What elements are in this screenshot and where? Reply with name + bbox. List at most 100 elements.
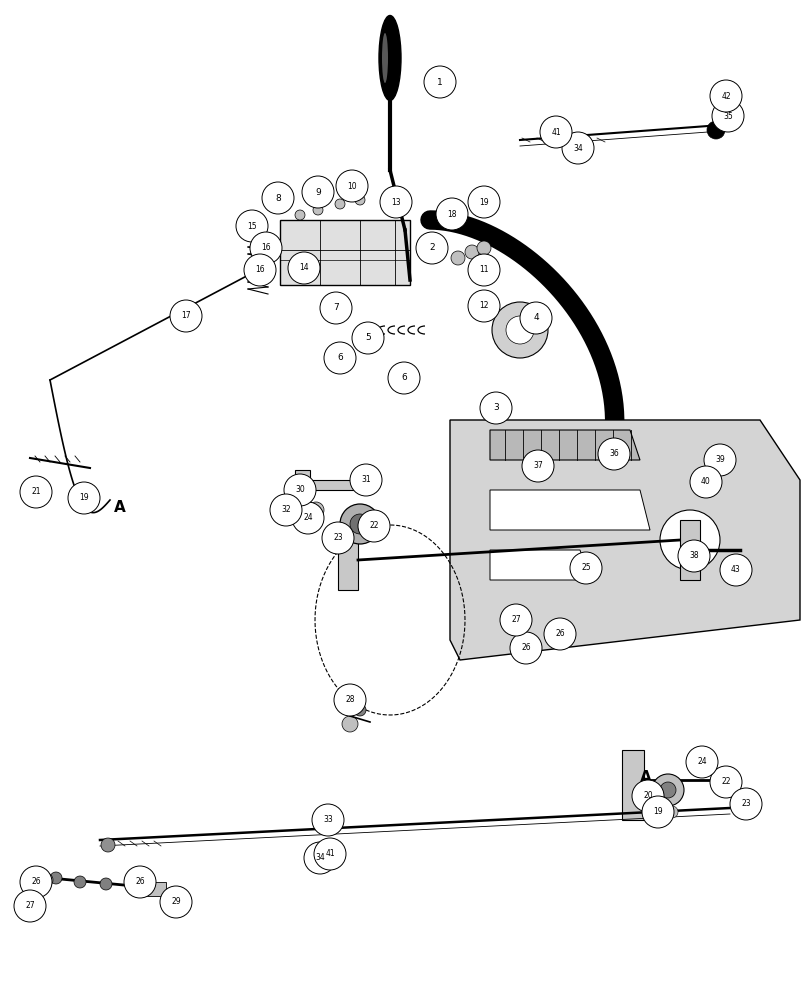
Circle shape	[333, 684, 366, 716]
Circle shape	[350, 464, 381, 496]
Circle shape	[39, 873, 53, 887]
Circle shape	[358, 510, 389, 542]
Circle shape	[642, 796, 673, 828]
Text: 40: 40	[700, 478, 710, 487]
Circle shape	[312, 205, 323, 215]
Text: 18: 18	[447, 210, 456, 219]
Circle shape	[500, 604, 531, 636]
Polygon shape	[489, 430, 639, 460]
Circle shape	[288, 252, 320, 284]
Circle shape	[324, 342, 355, 374]
Circle shape	[68, 482, 100, 514]
Polygon shape	[337, 530, 358, 590]
Circle shape	[543, 618, 575, 650]
Circle shape	[50, 872, 62, 884]
Text: 24: 24	[303, 514, 312, 522]
Text: 41: 41	[551, 128, 560, 137]
Polygon shape	[449, 420, 799, 660]
Circle shape	[659, 782, 676, 798]
Circle shape	[28, 874, 40, 886]
Circle shape	[14, 890, 46, 922]
Circle shape	[519, 302, 551, 334]
Circle shape	[505, 316, 534, 344]
Text: 23: 23	[333, 534, 342, 542]
Circle shape	[569, 552, 601, 584]
Text: 6: 6	[337, 354, 342, 362]
Text: 23: 23	[740, 799, 750, 808]
Text: 35: 35	[723, 112, 732, 121]
Circle shape	[292, 502, 324, 534]
Circle shape	[561, 132, 594, 164]
Ellipse shape	[381, 33, 388, 83]
Circle shape	[706, 121, 724, 139]
Text: 32: 32	[281, 506, 290, 514]
Text: 13: 13	[391, 198, 401, 207]
Circle shape	[631, 780, 663, 812]
Text: 33: 33	[323, 815, 333, 824]
Circle shape	[250, 232, 281, 264]
Circle shape	[350, 514, 370, 534]
Text: 9: 9	[315, 188, 320, 197]
Text: 5: 5	[365, 334, 371, 342]
Circle shape	[341, 716, 358, 732]
Circle shape	[665, 806, 677, 818]
Circle shape	[307, 502, 324, 518]
Circle shape	[465, 245, 478, 259]
Circle shape	[729, 788, 761, 820]
Text: 39: 39	[714, 456, 724, 464]
Circle shape	[476, 241, 491, 255]
Text: 34: 34	[315, 853, 324, 862]
Circle shape	[160, 886, 191, 918]
Circle shape	[711, 100, 743, 132]
Circle shape	[642, 790, 653, 802]
Circle shape	[270, 494, 302, 526]
Text: 27: 27	[25, 901, 35, 910]
Circle shape	[479, 392, 512, 424]
Circle shape	[685, 746, 717, 778]
Circle shape	[677, 540, 709, 572]
Circle shape	[320, 292, 351, 324]
Polygon shape	[489, 490, 649, 530]
Circle shape	[491, 302, 547, 358]
Text: 36: 36	[608, 450, 618, 458]
Text: 20: 20	[642, 791, 652, 800]
Circle shape	[423, 66, 456, 98]
Circle shape	[539, 116, 571, 148]
Circle shape	[236, 210, 268, 242]
Text: 38: 38	[689, 552, 698, 560]
Circle shape	[74, 876, 86, 888]
Text: 4: 4	[533, 314, 539, 322]
Circle shape	[335, 199, 345, 209]
Text: 31: 31	[361, 476, 371, 485]
Circle shape	[20, 866, 52, 898]
Circle shape	[354, 704, 366, 716]
Circle shape	[450, 251, 465, 265]
Circle shape	[709, 456, 725, 472]
Circle shape	[20, 476, 52, 508]
Text: 29: 29	[171, 898, 181, 906]
Text: 6: 6	[401, 373, 406, 382]
Text: 34: 34	[573, 144, 582, 153]
Polygon shape	[294, 470, 375, 510]
Text: 21: 21	[31, 488, 41, 496]
Text: 22: 22	[369, 522, 378, 530]
Text: 30: 30	[294, 486, 304, 494]
Text: 27: 27	[511, 615, 520, 624]
Circle shape	[354, 195, 365, 205]
Circle shape	[521, 450, 553, 482]
Circle shape	[314, 838, 345, 870]
Text: 26: 26	[521, 644, 530, 652]
Circle shape	[294, 210, 305, 220]
Circle shape	[709, 80, 741, 112]
Circle shape	[101, 838, 115, 852]
Text: 16: 16	[255, 265, 264, 274]
Circle shape	[651, 774, 683, 806]
Polygon shape	[621, 750, 643, 820]
Circle shape	[509, 632, 541, 664]
Text: 2: 2	[429, 243, 434, 252]
Polygon shape	[489, 550, 590, 580]
Text: 19: 19	[79, 493, 88, 502]
Circle shape	[303, 842, 336, 874]
Text: 26: 26	[31, 878, 41, 886]
Text: 15: 15	[247, 222, 256, 231]
